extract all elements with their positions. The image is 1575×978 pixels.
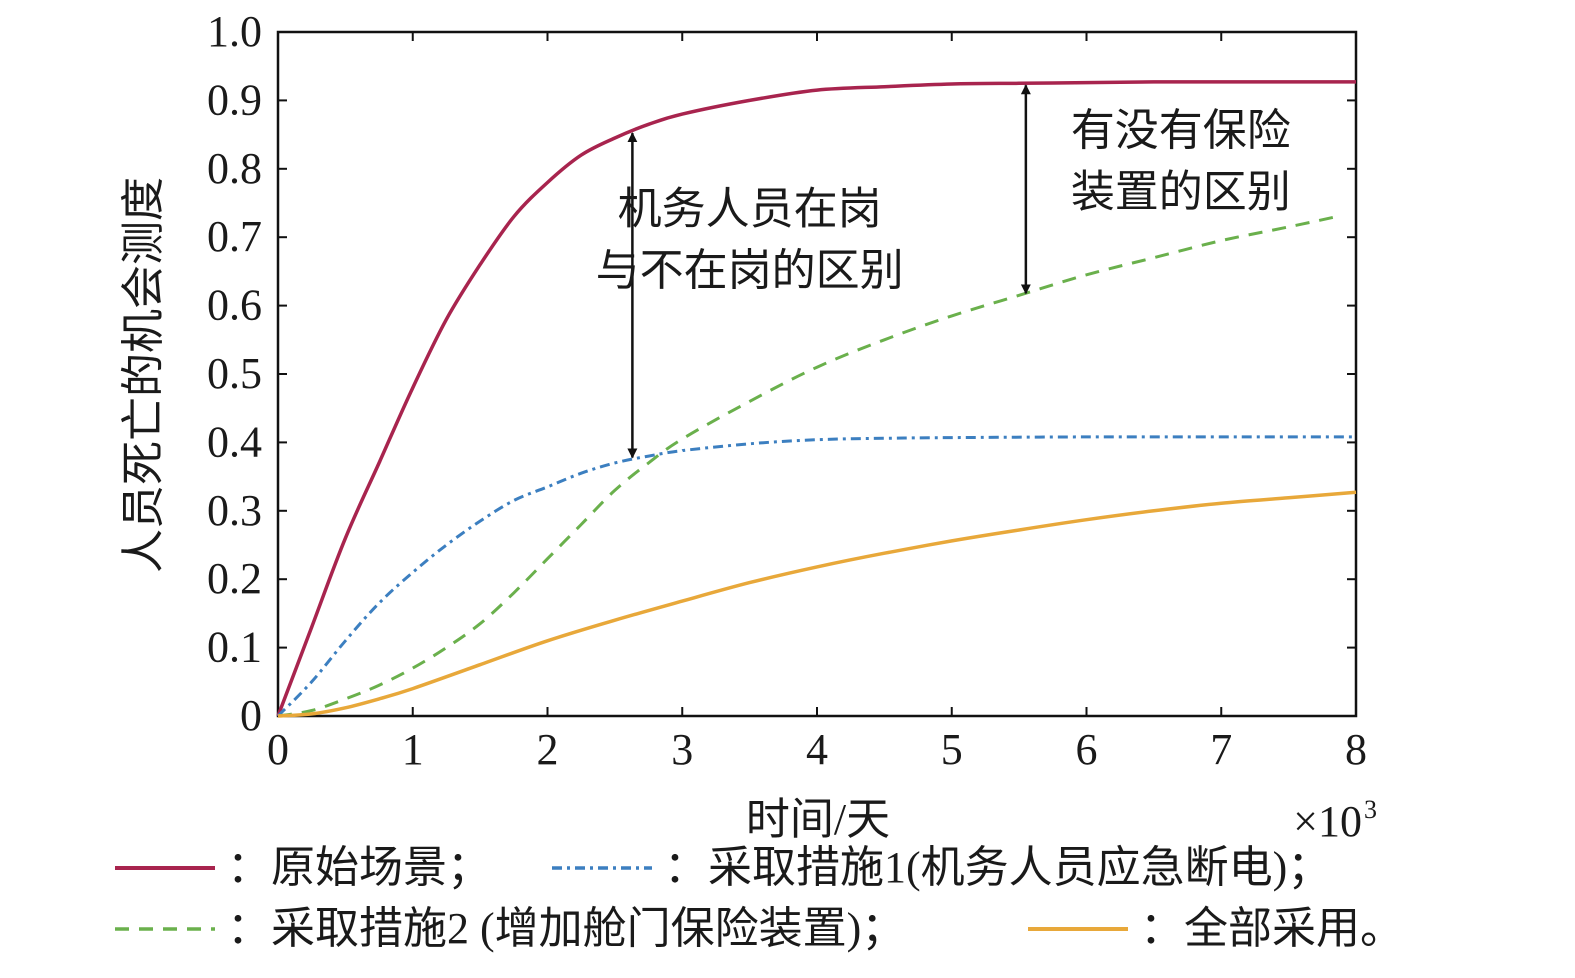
legend-label-4: ：全部采用。 bbox=[1140, 904, 1404, 953]
legend-label-3: ：采取措施2 (增加舱门保险装置)； bbox=[227, 904, 905, 953]
x-tick-label: 4 bbox=[806, 725, 828, 774]
x-tick-label: 8 bbox=[1345, 725, 1367, 774]
y-tick-label: 0.6 bbox=[207, 281, 262, 330]
x-tick-label: 7 bbox=[1210, 725, 1232, 774]
y-tick-label: 0.2 bbox=[207, 554, 262, 603]
y-tick-label: 0.4 bbox=[207, 417, 262, 466]
series-layer bbox=[276, 80, 1357, 718]
annotation-text-2-2: 装置的区别 bbox=[1071, 167, 1291, 216]
y-tick-label: 0 bbox=[240, 691, 262, 740]
series-line-4 bbox=[277, 490, 1357, 718]
series-line-1 bbox=[276, 80, 1356, 717]
annotation-text-2-1: 有没有保险 bbox=[1071, 106, 1291, 155]
y-tick-label: 0.3 bbox=[207, 486, 262, 535]
x-axis-multiplier: ×10 bbox=[1293, 797, 1362, 846]
legend-label-2: ：采取措施1(机务人员应急断电)； bbox=[664, 843, 1331, 892]
x-tick-label: 5 bbox=[941, 725, 963, 774]
legend-label-1: ：原始场景； bbox=[227, 843, 491, 892]
y-tick-label: 0.8 bbox=[207, 144, 262, 193]
x-tick-label: 3 bbox=[671, 725, 693, 774]
y-tick-label: 0.1 bbox=[207, 623, 262, 672]
axes: 0 1 2 3 4 5 6 7 8 0 0.1 0.2 0.3 0.4 0.5 0.6 0.7 0.8 0.9 1.0 bbox=[207, 7, 1367, 774]
x-tick-label: 2 bbox=[537, 725, 559, 774]
y-tick-label: 0.7 bbox=[207, 212, 262, 261]
y-tick-label: 0.9 bbox=[207, 75, 262, 124]
x-tick-label: 6 bbox=[1076, 725, 1098, 774]
y-tick-label: 0.5 bbox=[207, 349, 262, 398]
y-axis-title: 人员死亡的机会测度 bbox=[119, 177, 168, 573]
series-line-2 bbox=[276, 435, 1356, 718]
series-line-3 bbox=[277, 213, 1343, 718]
annotation-text-1-1: 机务人员在岗 bbox=[618, 185, 882, 234]
x-axis-title: 时间/天 bbox=[746, 795, 890, 844]
y-tick-label: 1.0 bbox=[207, 7, 262, 56]
annotation-text-1-2: 与不在岗的区别 bbox=[596, 246, 904, 295]
x-axis-multiplier-exponent: 3 bbox=[1364, 795, 1377, 824]
x-tick-label: 1 bbox=[402, 725, 424, 774]
legend: ：原始场景； ：采取措施1(机务人员应急断电)； ：采取措施2 (增加舱门保险装置)… bbox=[115, 843, 1404, 953]
x-tick-label: 0 bbox=[267, 725, 289, 774]
